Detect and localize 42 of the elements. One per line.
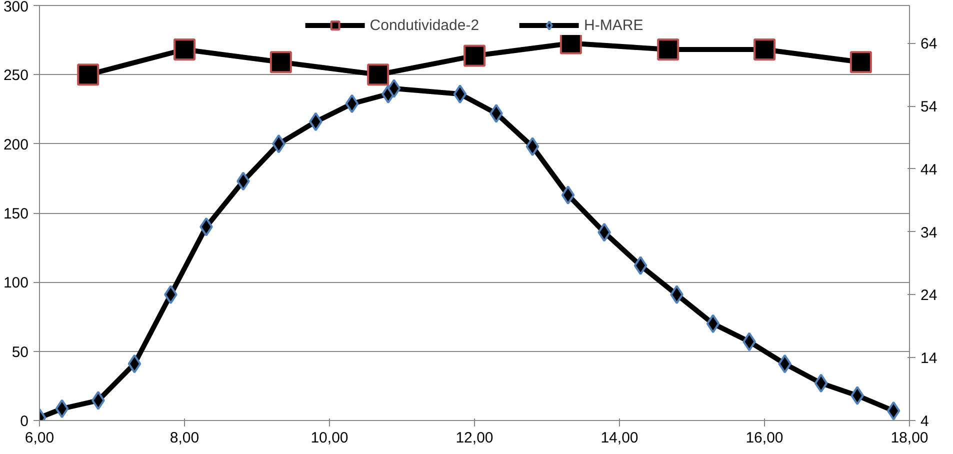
y2-tick-label: 44 xyxy=(920,161,938,178)
point xyxy=(367,64,390,86)
y2-tick-label: 64 xyxy=(920,36,938,53)
point xyxy=(634,256,648,276)
legend-label: Condutividade-2 xyxy=(370,16,480,34)
point xyxy=(453,84,467,104)
point xyxy=(814,374,828,393)
x-tick-label: 6,00 xyxy=(24,430,54,446)
y2-tick-label: 14 xyxy=(920,350,938,368)
x-tick-label: 12,00 xyxy=(456,430,494,446)
point xyxy=(706,314,720,334)
point xyxy=(128,354,142,374)
y-tick-label: 0 xyxy=(20,413,28,430)
y-tick-label: 200 xyxy=(3,136,29,154)
y2-tick-label: 4 xyxy=(920,413,929,430)
x-tick-label: 18,00 xyxy=(890,430,928,446)
point xyxy=(77,64,100,86)
point xyxy=(345,94,359,114)
x-tick-label: 8,00 xyxy=(170,430,200,446)
point xyxy=(850,51,872,74)
point xyxy=(174,38,196,61)
point xyxy=(464,44,486,67)
x-tick-label: 10,00 xyxy=(310,430,348,446)
x-tick-label: 16,00 xyxy=(746,430,784,446)
y2-tick-label: 24 xyxy=(920,287,938,304)
y-tick-label: 50 xyxy=(12,344,29,361)
y-tick-label: 100 xyxy=(3,274,29,292)
y-tick-label: 300 xyxy=(3,0,29,16)
point xyxy=(526,137,540,156)
point xyxy=(561,186,575,205)
y2-tick-label: 54 xyxy=(920,98,938,116)
point xyxy=(754,38,776,61)
point xyxy=(55,399,69,418)
point xyxy=(657,38,680,61)
point xyxy=(270,51,292,74)
legend-label: H-MARE xyxy=(584,16,644,34)
point xyxy=(886,401,900,420)
y-tick-label: 150 xyxy=(3,206,29,222)
point xyxy=(387,79,401,98)
y-tick-label: 250 xyxy=(3,67,29,84)
y2-tick-label: 34 xyxy=(920,224,938,242)
x-tick-label: 14,00 xyxy=(600,430,638,446)
